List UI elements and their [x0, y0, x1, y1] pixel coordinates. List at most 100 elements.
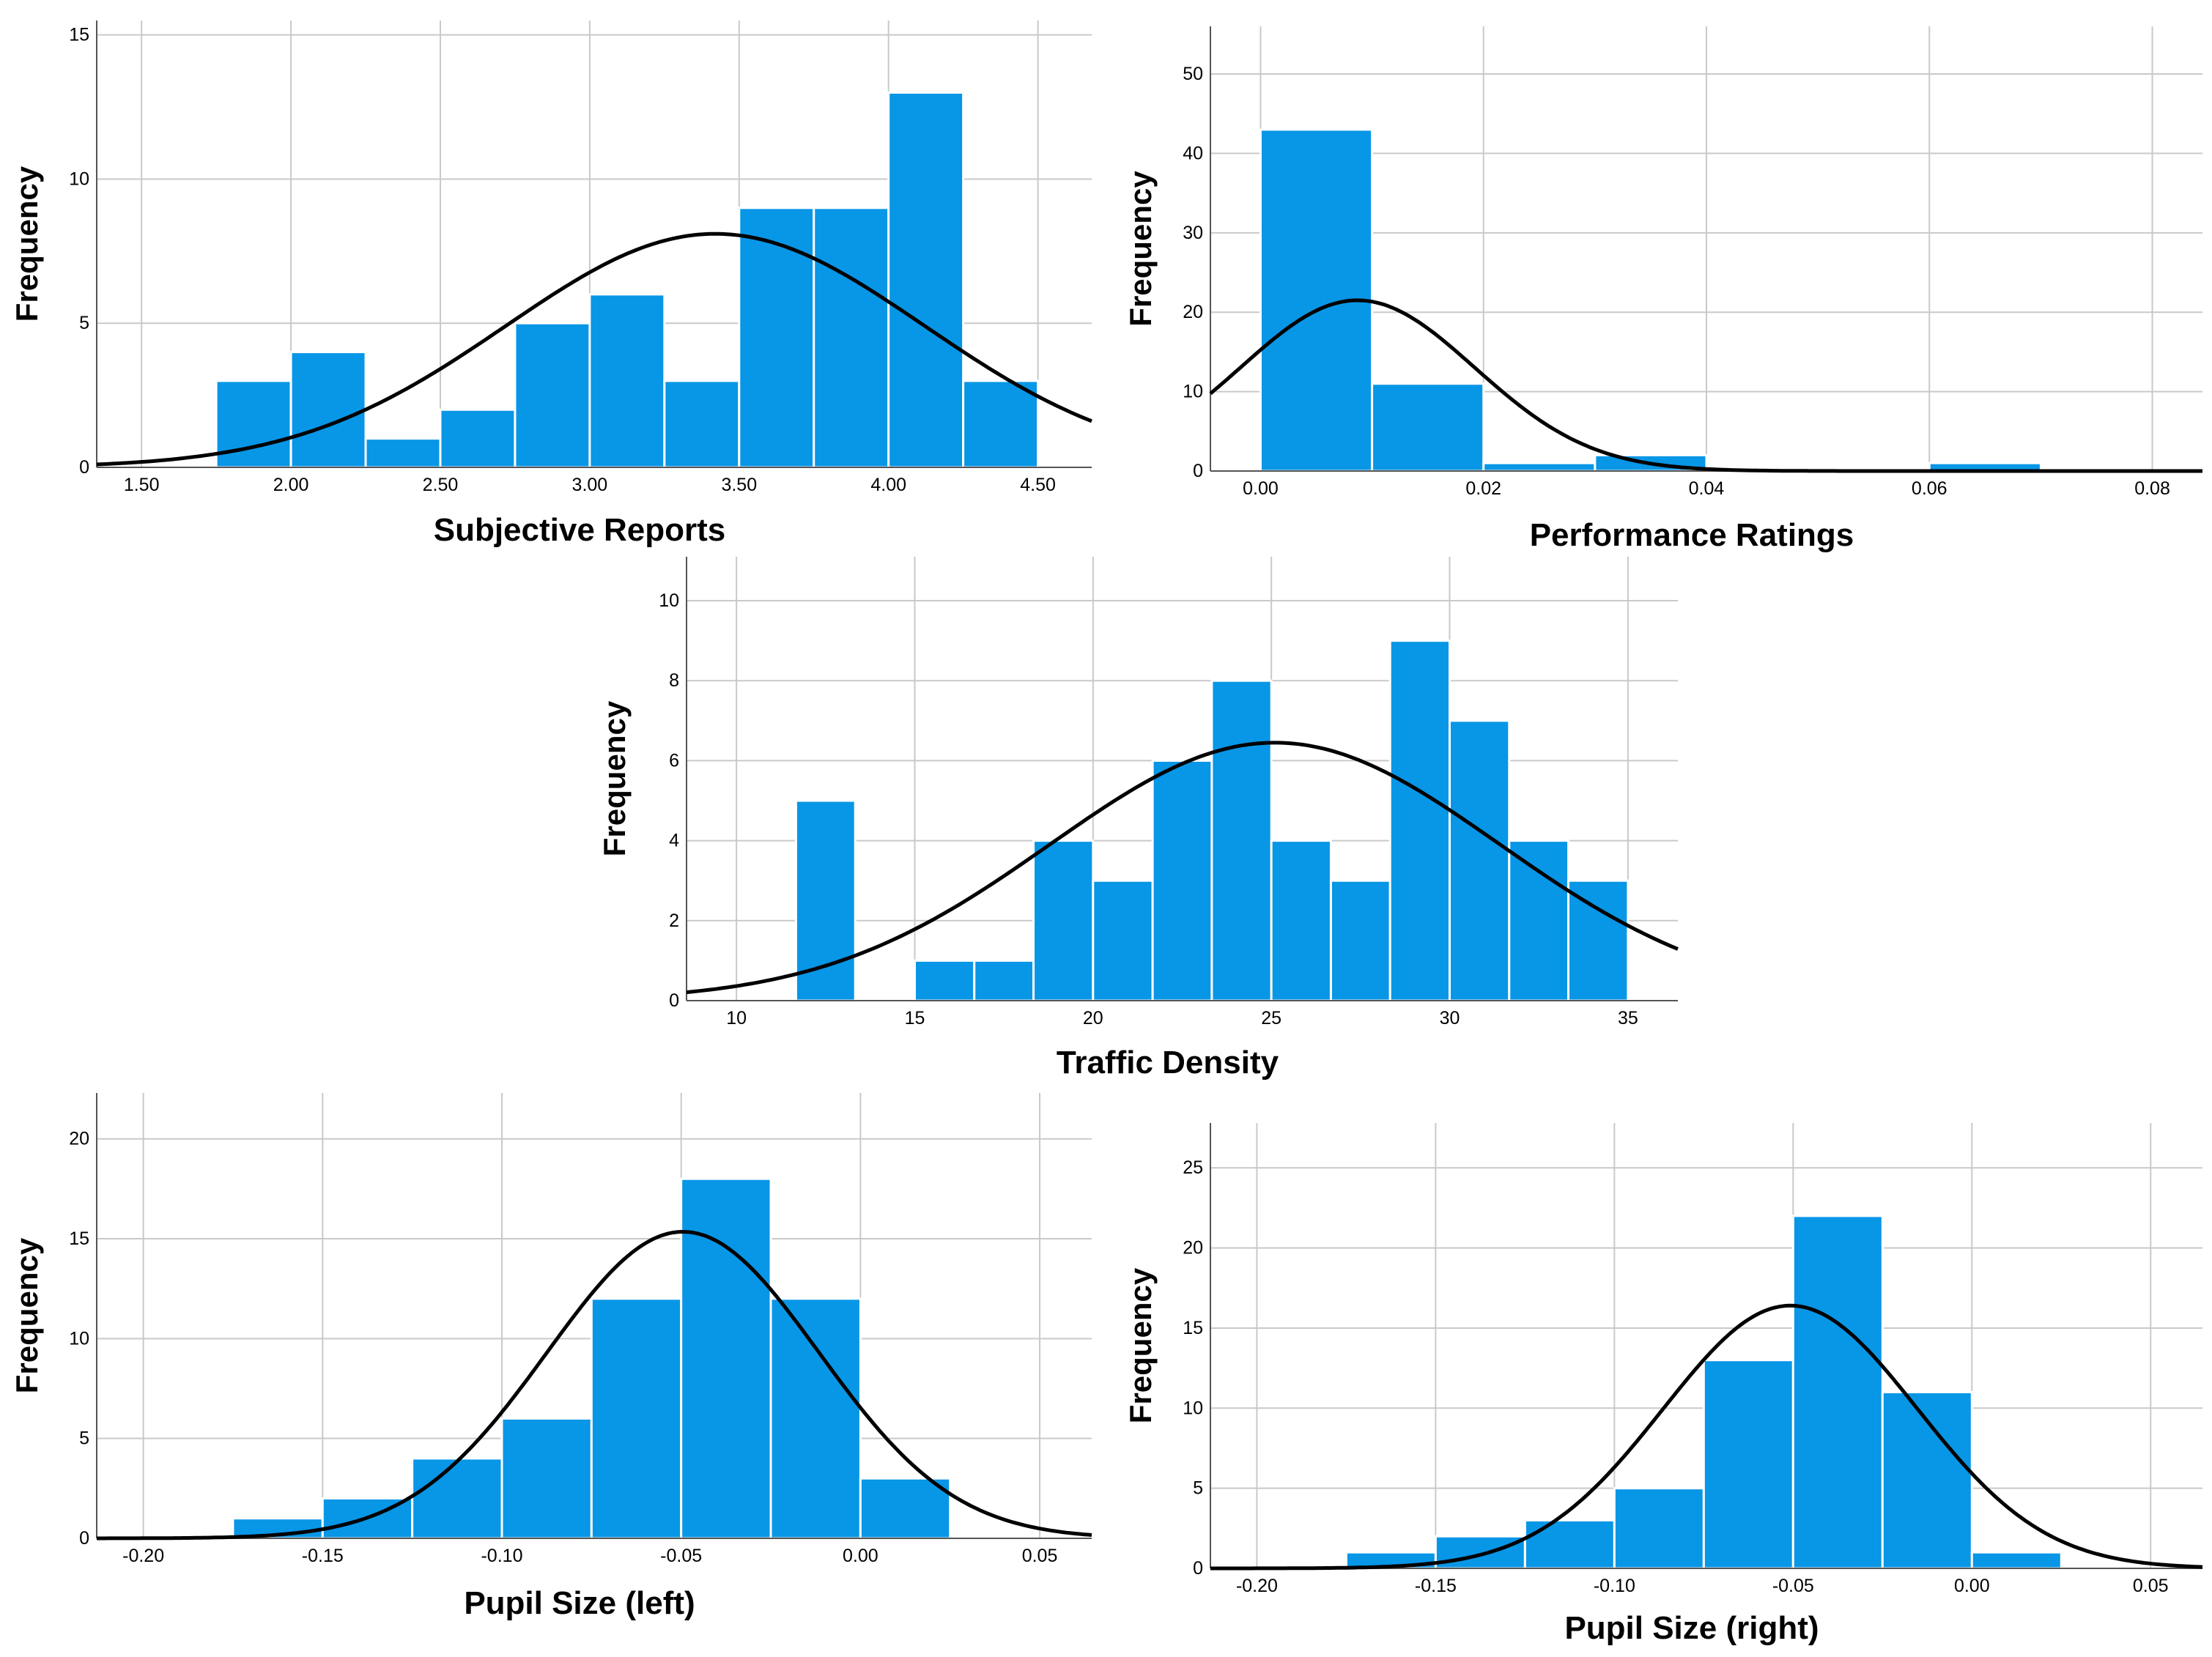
- y-tick-label: 10: [1183, 382, 1203, 402]
- histogram-bar: [663, 379, 741, 469]
- histogram-bar: [1388, 640, 1451, 1002]
- x-tick-label: 35: [1618, 1008, 1638, 1028]
- y-tick-label: 15: [1183, 1318, 1203, 1338]
- y-tick-label: 0: [1193, 461, 1203, 481]
- x-tick-label: -0.05: [1772, 1576, 1814, 1596]
- histogram-bar: [590, 1297, 683, 1540]
- x-tick-label: 0.00: [1954, 1576, 1990, 1596]
- normal-distribution-curve: [96, 231, 1092, 467]
- histogram-bar: [588, 293, 666, 469]
- histogram-bar: [1151, 759, 1213, 1002]
- histogram-bar: [913, 959, 976, 1002]
- histogram-bar: [1329, 879, 1391, 1002]
- bars: [794, 640, 1630, 1002]
- x-tick-label: 0.04: [1689, 478, 1725, 499]
- histogram-bar: [1567, 879, 1630, 1002]
- y-tick-label: 0: [79, 1528, 89, 1549]
- x-tick-label: 0.05: [2133, 1576, 2169, 1596]
- y-tick-label: 0: [669, 990, 679, 1011]
- histogram-bar: [1791, 1215, 1884, 1570]
- y-tick-label: 50: [1183, 64, 1203, 84]
- histogram-bar: [411, 1457, 503, 1540]
- histogram-subjective-reports: 1.50 2.00 2.50 3.00 3.50 4.00 4.50 0 5 10 15 Subjec…: [10, 21, 1092, 548]
- x-tick-label: 0.05: [1022, 1546, 1058, 1566]
- y-tick-label: 40: [1183, 143, 1203, 163]
- x-tick-label: -0.15: [1415, 1576, 1457, 1596]
- x-tick-label: -0.20: [1236, 1576, 1278, 1596]
- x-tick-label: 0.00: [843, 1546, 878, 1566]
- x-tick-label: 3.50: [721, 475, 757, 495]
- histogram-bar: [1270, 839, 1332, 1002]
- y-tick-label: 5: [79, 313, 89, 333]
- x-tick-label: 30: [1440, 1008, 1460, 1028]
- histogram-bar: [1508, 839, 1570, 1002]
- histogram-bar: [215, 379, 292, 469]
- x-tick-label: 1.50: [124, 475, 160, 495]
- histogram-bar: [1613, 1487, 1705, 1570]
- bars: [232, 1177, 952, 1540]
- y-tick-label: 10: [1183, 1398, 1203, 1418]
- x-tick-label: 25: [1261, 1008, 1281, 1028]
- x-tick-label: 10: [726, 1008, 747, 1028]
- y-axis-title: Frequency: [1123, 171, 1158, 327]
- y-tick-label: 2: [669, 911, 679, 931]
- x-tick-label: -0.10: [1594, 1576, 1635, 1596]
- y-tick-label: 30: [1183, 223, 1203, 243]
- bars: [1259, 128, 2042, 472]
- y-tick-label: 0: [79, 457, 89, 478]
- histogram-traffic-density: 10 15 20 25 30 35 0 2 4 6 8 10 Traffic Density Freque…: [597, 557, 1679, 1080]
- histogram-bar: [813, 207, 890, 469]
- normal-distribution-curve: [97, 1229, 1092, 1541]
- histogram-pupil-size-right: -0.20 -0.15 -0.10 -0.05 0.00 0.05 0 5 10 15 20 25 Pu…: [1123, 1123, 2203, 1646]
- y-tick-label: 20: [1183, 1238, 1203, 1258]
- histogram-bar: [1482, 461, 1597, 472]
- normal-distribution-curve: [1210, 1303, 2203, 1571]
- x-axis-title: Pupil Size (left): [464, 1585, 695, 1621]
- histogram-bar: [514, 322, 591, 469]
- normal-distribution-curve: [1209, 298, 2202, 473]
- x-tick-label: 0.00: [1243, 478, 1279, 499]
- x-tick-label: 0.06: [1912, 478, 1947, 499]
- histogram-bar: [1970, 1551, 2063, 1570]
- histogram-bar: [500, 1417, 593, 1540]
- y-tick-label: 25: [1183, 1157, 1203, 1178]
- histogram-bar: [1434, 1535, 1526, 1570]
- x-tick-label: -0.05: [660, 1546, 702, 1566]
- y-axis-title: Frequency: [10, 1237, 44, 1393]
- histogram-bar: [962, 379, 1040, 469]
- histogram-bar: [859, 1477, 952, 1540]
- y-tick-label: 10: [659, 590, 679, 611]
- y-tick-label: 8: [669, 670, 679, 691]
- x-axis-title: Subjective Reports: [434, 512, 726, 548]
- histogram-bar: [973, 959, 1035, 1002]
- histogram-bar: [439, 408, 517, 469]
- y-tick-label: 10: [69, 168, 89, 189]
- histogram-bar: [887, 91, 965, 469]
- histogram-bar: [738, 207, 815, 469]
- x-tick-label: 2.50: [423, 475, 459, 495]
- x-tick-label: 4.00: [870, 475, 906, 495]
- histogram-bar: [1210, 679, 1273, 1002]
- x-tick-label: 3.00: [572, 475, 608, 495]
- y-axis-title: Frequency: [1123, 1267, 1158, 1423]
- y-tick-label: 15: [69, 1228, 89, 1249]
- y-tick-label: 15: [69, 25, 89, 45]
- histogram-bar: [1523, 1519, 1616, 1570]
- x-tick-label: 2.00: [273, 475, 309, 495]
- y-tick-label: 5: [1193, 1478, 1203, 1499]
- y-tick-label: 6: [669, 750, 679, 771]
- x-axis-title: Pupil Size (right): [1564, 1610, 1819, 1646]
- histogram-bar: [1092, 879, 1154, 1002]
- y-tick-label: 20: [1183, 302, 1203, 322]
- y-axis-title: Frequency: [597, 700, 632, 856]
- x-tick-label: 0.02: [1465, 478, 1501, 499]
- histogram-bar: [289, 351, 367, 469]
- x-tick-label: 20: [1083, 1008, 1103, 1028]
- histogram-performance-ratings: 0.00 0.02 0.04 0.06 0.08 0 10 20 30 40 50 Performan…: [1123, 26, 2202, 553]
- y-tick-label: 10: [69, 1328, 89, 1349]
- x-axis-title: Performance Ratings: [1530, 517, 1854, 553]
- y-tick-label: 0: [1193, 1558, 1203, 1579]
- histogram-bar: [1449, 719, 1511, 1002]
- x-tick-label: 0.08: [2134, 478, 2170, 499]
- histogram-bar: [1702, 1359, 1794, 1570]
